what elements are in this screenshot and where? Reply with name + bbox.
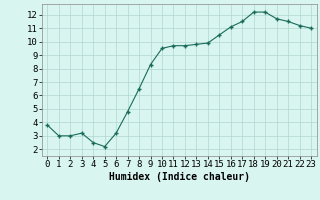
X-axis label: Humidex (Indice chaleur): Humidex (Indice chaleur) [109, 172, 250, 182]
